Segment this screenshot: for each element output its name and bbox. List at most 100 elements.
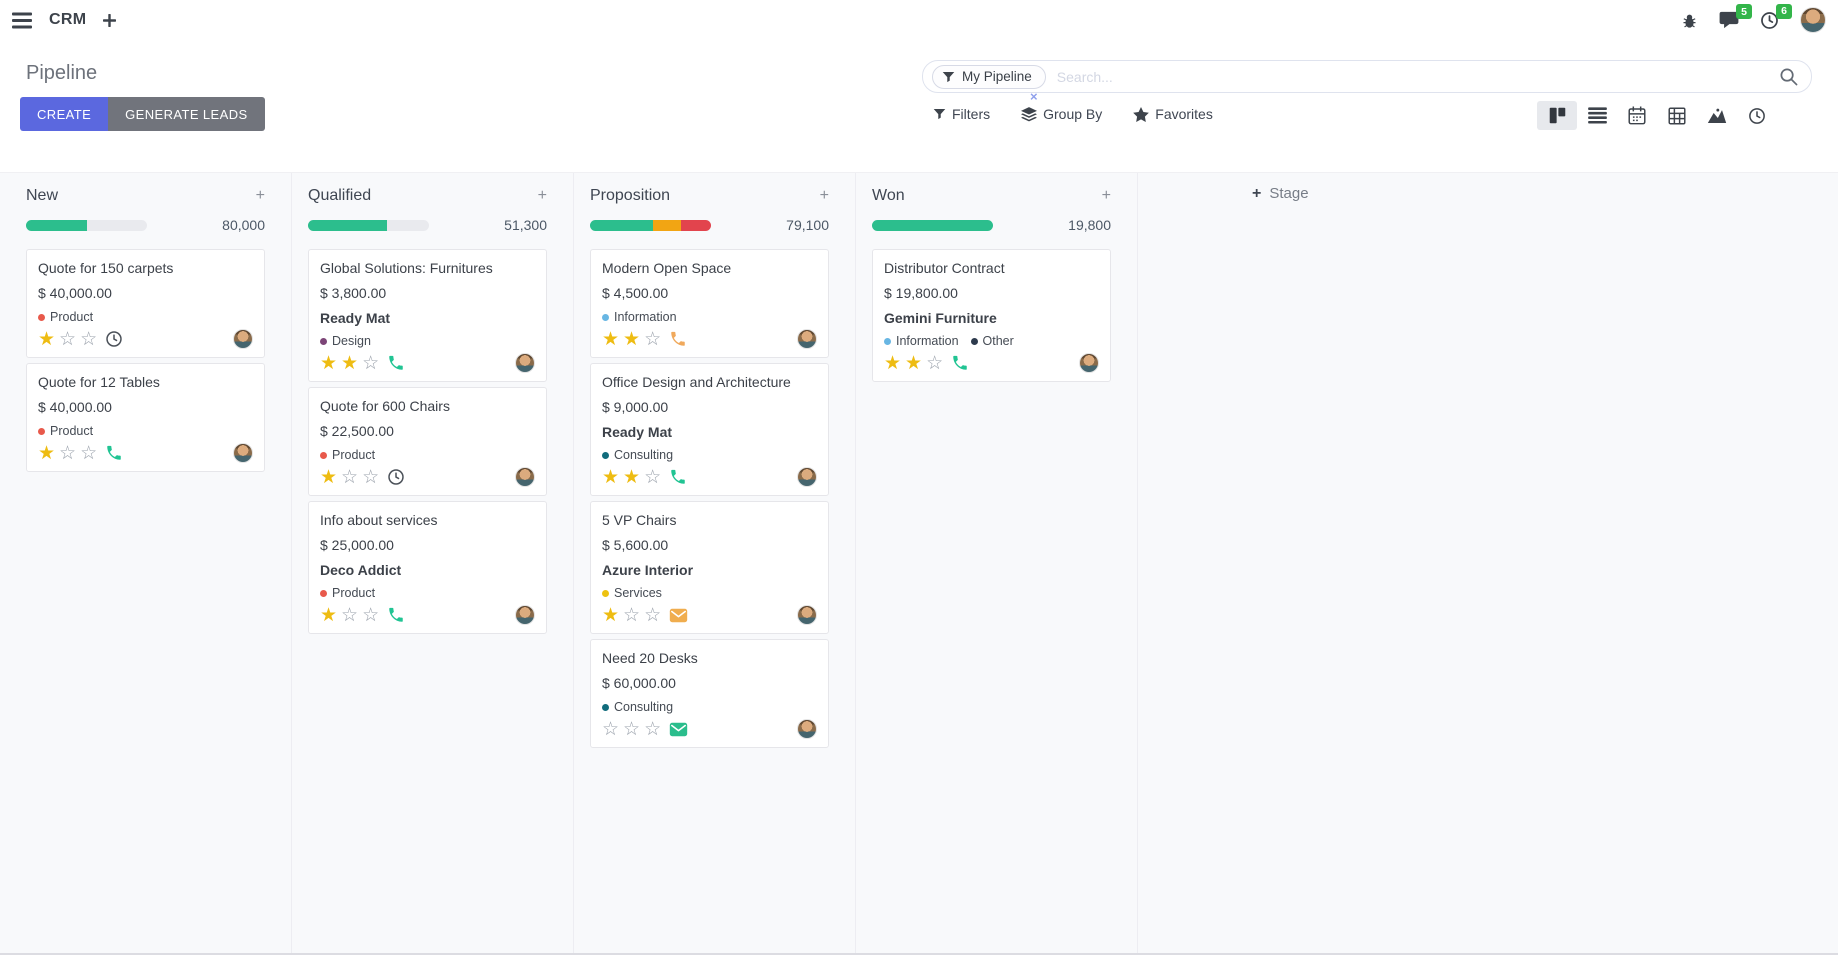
column-progressbar[interactable] — [308, 219, 429, 231]
facet-remove-icon[interactable]: × — [1030, 89, 1038, 104]
phone-activity-icon[interactable] — [669, 330, 687, 348]
kanban-card[interactable]: Distributor Contract $ 19,800.00 Gemini Fu… — [872, 249, 1111, 382]
kanban-view-button[interactable] — [1537, 101, 1577, 130]
card-title: Quote for 12 Tables — [38, 374, 160, 390]
salesperson-avatar — [233, 329, 253, 349]
priority-stars: ★ ☆ ☆ — [602, 606, 661, 625]
star-icon[interactable]: ★ — [602, 328, 620, 350]
star-icon[interactable]: ★ — [320, 604, 338, 626]
add-record-icon[interactable]: + — [255, 187, 265, 204]
star-icon[interactable]: ★ — [341, 352, 359, 374]
card-amount: $ 40,000.00 — [38, 285, 112, 301]
calendar-view-button[interactable] — [1617, 101, 1657, 130]
star-icon[interactable]: ☆ — [362, 352, 380, 374]
activities-menu[interactable]: 6 — [1760, 3, 1792, 30]
app-name[interactable]: CRM — [49, 11, 87, 28]
column-progress-row: 51,300 — [308, 217, 547, 233]
phone-activity-icon[interactable] — [669, 468, 687, 486]
clock-activity-icon[interactable] — [387, 468, 405, 486]
hamburger-menu-icon[interactable] — [12, 12, 32, 29]
card-title: Info about services — [320, 512, 438, 528]
star-icon[interactable]: ☆ — [80, 442, 98, 464]
star-icon[interactable]: ☆ — [341, 466, 359, 488]
star-icon[interactable]: ☆ — [362, 604, 380, 626]
phone-activity-icon[interactable] — [387, 354, 405, 372]
add-record-icon[interactable]: + — [537, 187, 547, 204]
kanban-card[interactable]: Global Solutions: Furnitures $ 3,800.00 Re… — [308, 249, 547, 382]
star-icon[interactable]: ★ — [320, 466, 338, 488]
kanban-card[interactable]: 5 VP Chairs $ 5,600.00 Azure Interior Servi… — [590, 501, 829, 634]
filters-button[interactable]: Filters — [933, 106, 990, 122]
phone-activity-icon[interactable] — [951, 354, 969, 372]
kanban-card[interactable]: Info about services $ 25,000.00 Deco Addic… — [308, 501, 547, 634]
search-input[interactable]: My Pipeline Search... — [922, 60, 1812, 93]
kanban-column-qualified: Qualified +51,300 Global Solutions: Furnit… — [292, 173, 574, 955]
star-icon[interactable]: ☆ — [623, 604, 641, 626]
star-icon[interactable]: ★ — [602, 466, 620, 488]
search-facet-my-pipeline[interactable]: My Pipeline — [932, 64, 1046, 89]
graph-view-button[interactable] — [1697, 101, 1737, 130]
star-icon[interactable]: ★ — [38, 442, 56, 464]
create-button[interactable]: CREATE — [20, 97, 109, 131]
progress-segment — [872, 219, 993, 231]
progress-segment — [26, 219, 87, 231]
kanban-card[interactable]: Quote for 600 Chairs $ 22,500.00 Product ★ ☆… — [308, 387, 547, 496]
column-progressbar[interactable] — [26, 219, 147, 231]
star-icon[interactable]: ☆ — [644, 718, 662, 740]
card-title: Modern Open Space — [602, 260, 732, 276]
star-icon[interactable]: ☆ — [644, 328, 662, 350]
star-icon[interactable]: ☆ — [59, 328, 77, 350]
star-icon[interactable]: ★ — [320, 352, 338, 374]
mail-activity-icon[interactable] — [669, 722, 688, 737]
star-icon[interactable]: ★ — [602, 604, 620, 626]
column-amount: 80,000 — [222, 217, 265, 233]
phone-activity-icon[interactable] — [387, 606, 405, 624]
star-icon[interactable]: ☆ — [644, 466, 662, 488]
star-icon[interactable]: ☆ — [80, 328, 98, 350]
kanban-card[interactable]: Modern Open Space $ 4,500.00 Information ★ ★… — [590, 249, 829, 358]
activity-view-button[interactable] — [1737, 101, 1777, 130]
group-by-button[interactable]: Group By — [1021, 106, 1102, 122]
clock-activity-icon[interactable] — [105, 330, 123, 348]
column-progressbar[interactable] — [872, 219, 993, 231]
generate-leads-button[interactable]: GENERATE LEADS — [108, 97, 265, 131]
star-icon[interactable]: ★ — [905, 352, 923, 374]
star-icon[interactable]: ☆ — [59, 442, 77, 464]
pivot-view-button[interactable] — [1657, 101, 1697, 130]
star-icon[interactable]: ★ — [623, 466, 641, 488]
kanban-card[interactable]: Quote for 150 carpets $ 40,000.00 Product ★… — [26, 249, 265, 358]
horizontal-scrollbar[interactable] — [0, 953, 1838, 955]
phone-activity-icon[interactable] — [105, 444, 123, 462]
add-record-icon[interactable]: + — [819, 187, 829, 204]
column-progressbar[interactable] — [590, 219, 711, 231]
debug-bug-icon[interactable] — [1681, 12, 1698, 29]
add-stage-button[interactable]: + Stage — [1252, 184, 1309, 202]
control-panel: Pipeline CREATE GENERATE LEADS My Pipeli… — [0, 40, 1838, 172]
add-record-icon[interactable]: + — [1101, 187, 1111, 204]
tag-label: Other — [982, 334, 1014, 348]
mail-activity-icon[interactable] — [669, 608, 688, 623]
search-icon[interactable] — [1779, 67, 1798, 86]
card-title: Distributor Contract — [884, 260, 1005, 276]
kanban-card[interactable]: Quote for 12 Tables $ 40,000.00 Product ★ ☆ ☆ — [26, 363, 265, 472]
star-icon[interactable]: ★ — [38, 328, 56, 350]
add-app-icon[interactable] — [103, 13, 117, 27]
star-icon[interactable]: ☆ — [362, 466, 380, 488]
favorites-button[interactable]: Favorites — [1133, 106, 1213, 122]
messages-menu[interactable]: 5 — [1719, 4, 1752, 29]
star-icon[interactable]: ☆ — [623, 718, 641, 740]
kanban-card[interactable]: Office Design and Architecture $ 9,000.00… — [590, 363, 829, 496]
star-icon[interactable]: ☆ — [926, 352, 944, 374]
kanban-card[interactable]: Need 20 Desks $ 60,000.00 Consulting ☆ ☆ ☆ — [590, 639, 829, 748]
column-amount: 79,100 — [786, 217, 829, 233]
card-footer: ★ ★ ☆ — [602, 329, 817, 349]
user-avatar[interactable] — [1800, 7, 1826, 33]
star-icon[interactable]: ★ — [623, 328, 641, 350]
list-view-button[interactable] — [1577, 101, 1617, 130]
star-icon[interactable]: ☆ — [644, 604, 662, 626]
card-amount: $ 4,500.00 — [602, 285, 669, 301]
star-icon[interactable]: ☆ — [341, 604, 359, 626]
star-icon[interactable]: ☆ — [602, 718, 620, 740]
graph-icon — [1707, 107, 1727, 124]
star-icon[interactable]: ★ — [884, 352, 902, 374]
